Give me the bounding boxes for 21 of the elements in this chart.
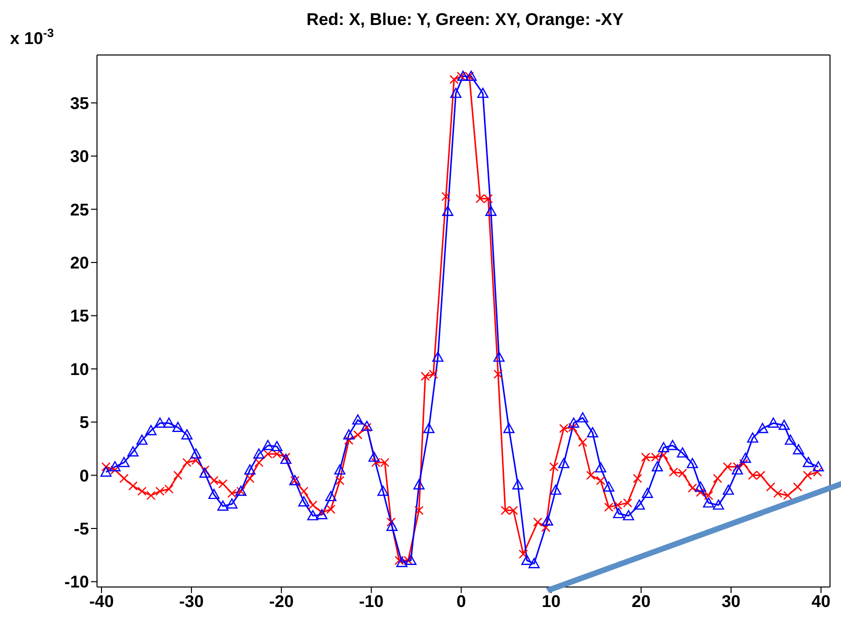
y-tick-label: 10	[70, 360, 89, 379]
x-tick-label: -30	[179, 592, 204, 612]
y-tick-label: -10	[64, 572, 89, 592]
x-tick-label: 10	[542, 592, 561, 612]
y-tick-label: 15	[70, 306, 89, 326]
y-tick-label: 20	[70, 254, 89, 273]
x-tick-label: -10	[359, 592, 384, 612]
y-tick-label: 0	[80, 466, 89, 486]
text: x 10$^{-3}$	[10, 26, 54, 48]
x-tick-label: 0	[456, 592, 466, 612]
x-tick-label: -40	[89, 592, 114, 612]
y-tick-label: 35	[70, 94, 89, 113]
y-tick-label: 30	[70, 147, 89, 166]
y-tick-label: -5	[74, 520, 89, 539]
x-tick-label: 40	[812, 592, 830, 612]
y-tick-label: 5	[80, 413, 89, 432]
x-tick-label: 20	[632, 592, 651, 612]
chart-title: Red: X, Blue: Y, Green: XY, Orange: -XY	[306, 10, 624, 29]
x-tick-label: -20	[269, 592, 294, 612]
x-tick-label: 30	[722, 592, 741, 612]
y-tick-label: 25	[70, 200, 89, 220]
